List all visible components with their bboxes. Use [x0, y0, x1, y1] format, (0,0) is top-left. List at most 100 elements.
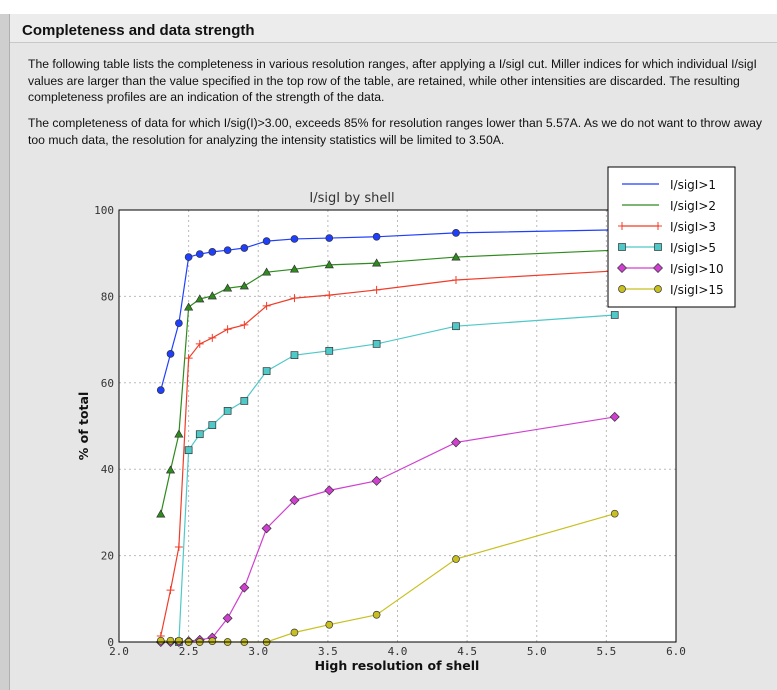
section-header: Completeness and data strength	[10, 14, 777, 43]
data-point	[156, 636, 165, 645]
data-point	[610, 311, 619, 319]
series-line	[160, 270, 615, 637]
data-point	[324, 260, 334, 269]
data-point	[261, 523, 272, 534]
data-point	[239, 582, 250, 593]
data-point	[166, 586, 175, 595]
legend-marker	[617, 263, 627, 273]
data-point	[452, 555, 460, 563]
data-point	[223, 325, 232, 334]
conclusion-paragraph: The completeness of data for which I/sig…	[28, 116, 763, 147]
data-point	[223, 283, 233, 292]
x-tick-label: 4.0	[388, 645, 408, 658]
data-point	[175, 636, 183, 645]
data-point	[184, 302, 194, 311]
series-i-sigi-1	[156, 226, 619, 394]
series-line	[160, 249, 615, 515]
legend-item: I/sigI>5	[618, 241, 716, 255]
data-point	[290, 294, 299, 303]
legend-label: I/sigI>15	[670, 283, 724, 297]
data-point	[240, 320, 249, 329]
legend-label: I/sigI>2	[670, 199, 716, 213]
data-point	[184, 354, 193, 363]
legend-marker	[618, 243, 626, 251]
data-point	[290, 235, 299, 243]
data-point	[289, 264, 300, 273]
data-point	[372, 340, 381, 348]
data-point	[223, 407, 232, 415]
series-line	[160, 229, 615, 391]
x-tick-label: 4.5	[457, 645, 477, 658]
data-point	[451, 275, 460, 284]
y-tick-label: 80	[101, 290, 114, 303]
plot-frame	[118, 209, 677, 643]
legend: I/sigI>1 I/sigI>2 I/sigI>3 I/sigI>5 I/sigI>1…	[607, 166, 736, 308]
data-point	[208, 637, 217, 645]
data-point	[325, 291, 334, 300]
data-point	[222, 613, 233, 624]
legend-item: I/sigI>10	[617, 262, 724, 276]
legend-marker	[654, 243, 662, 251]
left-scroll-edge	[0, 14, 10, 690]
data-point	[184, 253, 193, 261]
x-tick-label: 5.5	[596, 645, 616, 658]
y-tick-label: 60	[101, 377, 114, 390]
data-point	[372, 232, 381, 241]
data-point	[166, 636, 175, 645]
data-point	[372, 285, 381, 294]
data-point	[184, 446, 193, 455]
legend-marker	[618, 222, 626, 230]
x-tick-label: 3.5	[318, 645, 338, 658]
data-point	[195, 250, 204, 258]
data-point	[175, 319, 183, 328]
data-point	[262, 267, 272, 276]
data-point	[450, 437, 461, 448]
legend-box	[607, 166, 736, 308]
section-title: Completeness and data strength	[22, 22, 255, 39]
data-point	[207, 291, 217, 300]
data-point	[372, 610, 381, 619]
y-tick-label: 100	[94, 204, 114, 217]
y-tick-label: 40	[101, 463, 114, 476]
data-point	[174, 429, 184, 438]
y-tick-label: 20	[101, 550, 114, 563]
data-point	[208, 248, 217, 256]
data-point	[262, 367, 271, 375]
data-point	[156, 386, 165, 394]
x-tick-label: 2.5	[179, 645, 199, 658]
description-paragraph: The following table lists the completene…	[28, 57, 757, 104]
legend-item: I/sigI>3	[618, 220, 716, 234]
legend-label: I/sigI>1	[670, 178, 716, 192]
legend-label: I/sigI>3	[670, 220, 716, 234]
data-point	[451, 252, 461, 261]
x-tick-label: 3.0	[248, 645, 268, 658]
legend-label: I/sigI>5	[670, 241, 716, 255]
data-point	[290, 351, 299, 360]
data-point	[174, 542, 183, 551]
data-point	[262, 301, 271, 310]
series-i-sigi-3	[156, 266, 619, 640]
data-point	[290, 628, 299, 637]
legend-item: I/sigI>1	[622, 178, 716, 192]
x-tick-label: 2.0	[109, 645, 129, 658]
data-point	[166, 350, 175, 358]
data-point	[195, 430, 204, 439]
y-axis-label: % of total	[76, 392, 91, 461]
data-point	[610, 509, 619, 518]
data-point	[165, 465, 176, 474]
x-tick-label: 6.0	[666, 645, 686, 658]
legend-marker	[654, 222, 662, 230]
data-point	[240, 244, 249, 252]
x-tick-label: 5.0	[527, 645, 547, 658]
data-point	[223, 246, 232, 255]
data-point	[262, 237, 271, 245]
legend-item: I/sigI>15	[622, 283, 724, 297]
legend-item: I/sigI>2	[622, 199, 716, 213]
data-point	[156, 509, 166, 518]
data-point	[325, 346, 334, 355]
data-point	[195, 339, 204, 348]
x-axis-label: High resolution of shell	[315, 658, 480, 673]
data-point	[289, 495, 300, 506]
data-point	[325, 234, 334, 242]
